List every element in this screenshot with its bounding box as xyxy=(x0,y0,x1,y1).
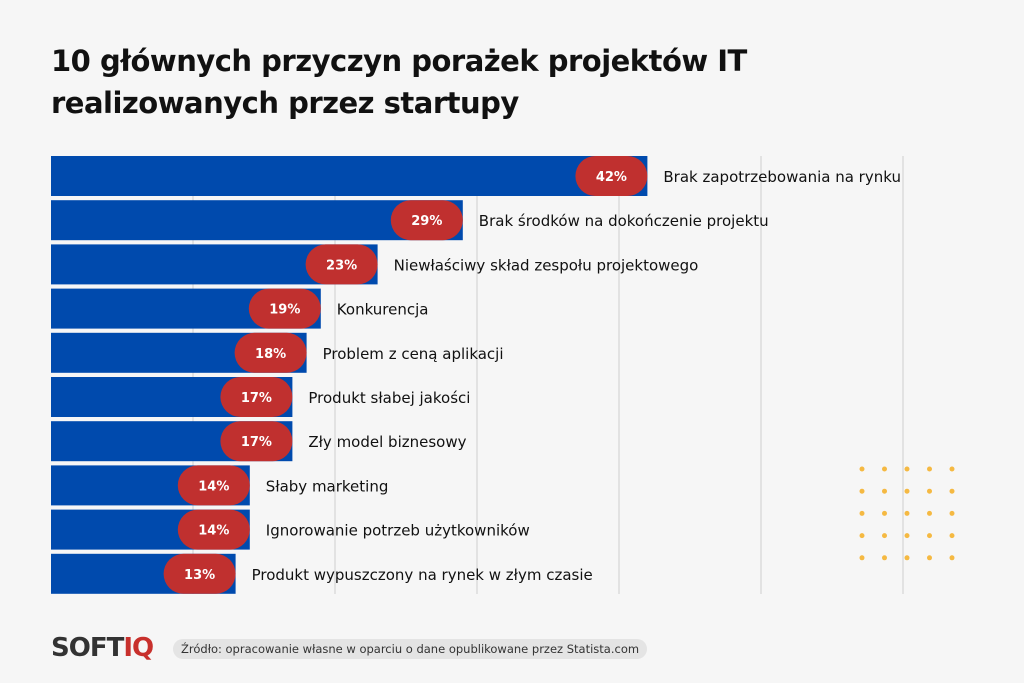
decorative-dot xyxy=(949,488,955,494)
category-label: Brak środków na dokończenie projektu xyxy=(479,212,769,230)
data-label: 17% xyxy=(241,435,272,450)
value-pill xyxy=(177,509,250,550)
value-pill xyxy=(220,421,293,462)
decorative-dot xyxy=(882,466,887,472)
category-label: Niewłaściwy skład zespołu projektowego xyxy=(394,256,699,274)
data-label: 17% xyxy=(241,391,272,406)
decorative-dot xyxy=(949,533,955,539)
data-label: 29% xyxy=(411,214,442,229)
value-pill xyxy=(177,465,250,506)
decorative-dot xyxy=(927,533,932,539)
decorative-dot xyxy=(904,488,910,494)
decorative-dot xyxy=(882,510,887,516)
value-pill xyxy=(163,553,236,594)
value-pill xyxy=(305,244,378,285)
data-label: 23% xyxy=(326,258,357,273)
decorative-dot xyxy=(927,466,932,472)
value-pill xyxy=(220,377,293,417)
data-label: 42% xyxy=(596,170,627,185)
data-label: 14% xyxy=(198,524,229,539)
source-note: Źródło: opracowanie własne w oparciu o d… xyxy=(173,639,648,659)
decorative-dot xyxy=(882,533,887,539)
category-label: Problem z ceną aplikacji xyxy=(323,345,504,363)
category-label: Słaby marketing xyxy=(266,477,389,495)
decorative-dot xyxy=(882,555,887,561)
category-label: Produkt słabej jakości xyxy=(308,389,470,407)
category-label: Zły model biznesowy xyxy=(308,433,466,451)
decorative-dot xyxy=(949,555,955,561)
logo-text: SOFT xyxy=(51,633,124,663)
value-pill xyxy=(234,332,307,373)
data-label: 18% xyxy=(255,347,286,362)
decorative-dot xyxy=(927,555,932,561)
decorative-dot xyxy=(927,488,932,494)
decorative-dot xyxy=(949,466,955,472)
decorative-dot xyxy=(859,466,865,472)
value-pill xyxy=(248,288,321,329)
value-pill xyxy=(390,200,463,241)
decorative-dot xyxy=(904,555,910,561)
data-label: 13% xyxy=(184,568,215,583)
decorative-dot xyxy=(904,510,910,516)
decorative-dot xyxy=(949,510,955,516)
data-label: 19% xyxy=(269,303,300,318)
decorative-dot xyxy=(882,488,887,494)
category-label: Ignorowanie potrzeb użytkowników xyxy=(266,522,530,540)
decorative-dot xyxy=(859,533,865,539)
logo-text-accent: IQ xyxy=(123,633,154,663)
softiq-logo: SOFTIQ xyxy=(51,633,154,663)
decorative-dot xyxy=(927,510,932,516)
decorative-dot xyxy=(904,466,910,472)
bar xyxy=(51,156,648,196)
decorative-dot xyxy=(859,555,865,561)
category-label: Brak zapotrzebowania na rynku xyxy=(663,168,901,186)
category-label: Konkurencja xyxy=(337,301,429,319)
decorative-dot xyxy=(904,533,910,539)
data-label: 14% xyxy=(198,479,229,494)
value-pill xyxy=(575,156,648,196)
decorative-dot xyxy=(859,510,865,516)
decorative-dot xyxy=(859,488,865,494)
chart-title: 10 głównych przyczyn porażek projektów I… xyxy=(51,44,747,120)
category-label: Produkt wypuszczony na rynek w złym czas… xyxy=(252,566,593,584)
